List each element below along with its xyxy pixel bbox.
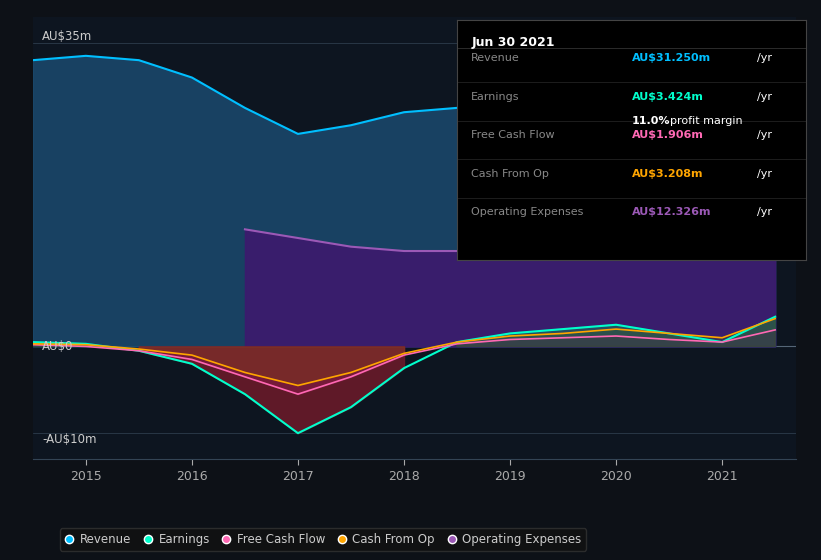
Text: /yr: /yr <box>757 169 773 179</box>
Text: Cash From Op: Cash From Op <box>471 169 549 179</box>
Text: -AU$10m: -AU$10m <box>42 433 97 446</box>
Text: /yr: /yr <box>757 207 773 217</box>
Text: AU$3.208m: AU$3.208m <box>632 169 704 179</box>
Text: AU$0: AU$0 <box>42 340 73 353</box>
Text: AU$3.424m: AU$3.424m <box>632 92 704 102</box>
Legend: Revenue, Earnings, Free Cash Flow, Cash From Op, Operating Expenses: Revenue, Earnings, Free Cash Flow, Cash … <box>60 528 586 550</box>
Text: AU$12.326m: AU$12.326m <box>632 207 711 217</box>
Text: AU$35m: AU$35m <box>42 30 92 43</box>
Text: /yr: /yr <box>757 92 773 102</box>
Text: Free Cash Flow: Free Cash Flow <box>471 130 555 141</box>
Text: /yr: /yr <box>757 130 773 141</box>
Text: Earnings: Earnings <box>471 92 520 102</box>
Text: profit margin: profit margin <box>670 116 743 126</box>
Text: AU$31.250m: AU$31.250m <box>632 53 711 63</box>
Text: AU$1.906m: AU$1.906m <box>632 130 704 141</box>
Text: Revenue: Revenue <box>471 53 520 63</box>
Text: Operating Expenses: Operating Expenses <box>471 207 584 217</box>
Text: Jun 30 2021: Jun 30 2021 <box>471 36 555 49</box>
Text: 11.0%: 11.0% <box>632 116 670 126</box>
Text: /yr: /yr <box>757 53 773 63</box>
